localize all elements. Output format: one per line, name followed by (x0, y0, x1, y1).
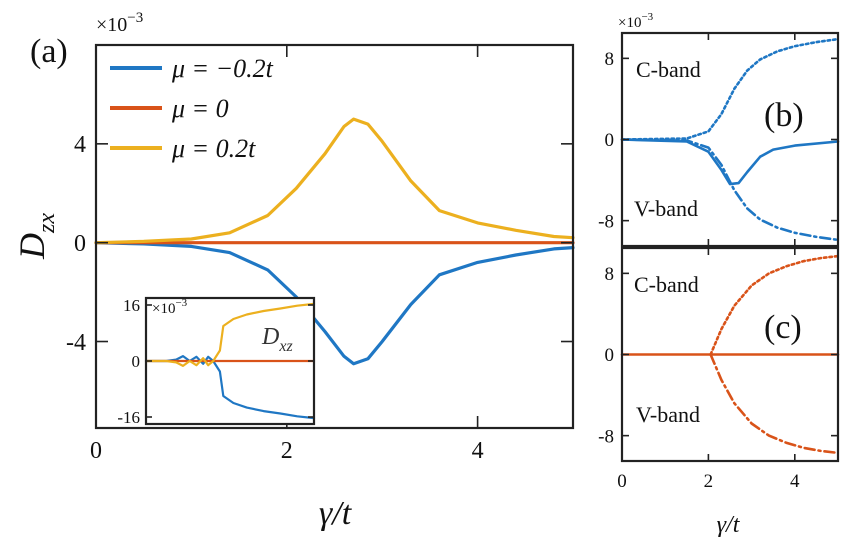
panel-b: -8 0 8 (598, 31, 840, 248)
panel-c-series-2 (709, 353, 840, 455)
panel-a-label: (a) (30, 33, 68, 70)
svg-text:Dxz: Dxz (261, 324, 293, 355)
panel-b-multiplier: ×10−3 (618, 11, 654, 31)
panel-c: -8 0 8 0 2 4 (598, 246, 840, 492)
svg-text:×10−3: ×10−3 (618, 11, 654, 31)
legend-entry-mu-neg: μ = −0.2t (171, 54, 274, 83)
panel-b-label: (b) (764, 97, 804, 134)
panel-b-series-2 (620, 138, 840, 242)
svg-text:×10−3: ×10−3 (152, 297, 188, 317)
panel-inset-ytick-label-1: 0 (132, 352, 141, 371)
panel-inset-series-2 (144, 302, 316, 367)
panel-inset-ytick-label-2: 16 (123, 296, 140, 315)
inset-annotation: Dxz (261, 324, 293, 355)
panel-c-ytick-label-2: 8 (605, 264, 615, 285)
panel-a-inset: -16 0 16 (117, 296, 316, 427)
panel-c-xtick-label-0: 0 (617, 471, 627, 492)
panel-b-series-1 (620, 37, 840, 141)
panel-a-frame (94, 43, 575, 430)
panel-a-multiplier: ×10−3 (96, 10, 143, 36)
panel-c-xtick-label-2: 4 (790, 471, 800, 492)
legend: μ = −0.2t μ = 0 μ = 0.2t (110, 54, 274, 163)
panel-a-ylabel: Dzx (12, 213, 60, 260)
panel-b-ytick-label-1: 0 (605, 130, 615, 151)
panel-a-xlabel: γ/t (319, 495, 353, 532)
panel-c-xtick-label-1: 2 (704, 471, 714, 492)
panel-c-ytick-label-0: -8 (598, 426, 614, 447)
panel-a-ytick-label-2: 4 (74, 132, 86, 158)
panel-a-xtick-label-0: 0 (90, 438, 102, 464)
panel-c-cband-label: C-band (634, 272, 699, 297)
panel-a-xtick-label-2: 4 (472, 438, 484, 464)
panel-a-xtick-label-1: 2 (281, 438, 293, 464)
panel-a-series-2 (94, 117, 575, 245)
panel-a: -4 0 4 0 2 4 (66, 43, 575, 464)
legend-entry-mu-pos: μ = 0.2t (171, 134, 256, 163)
panel-c-xlabel: γ/t (717, 512, 741, 538)
panel-b-vband-label: V-band (634, 196, 698, 221)
panel-c-label: (c) (764, 309, 802, 346)
panel-inset-ytick-label-0: -16 (117, 408, 140, 427)
svg-text:×10−3: ×10−3 (96, 10, 143, 36)
panel-a-ytick-label-0: -4 (66, 330, 86, 356)
panel-a-ytick-label-1: 0 (74, 231, 86, 257)
legend-entry-mu-zero: μ = 0 (171, 94, 229, 123)
panel-c-vband-label: V-band (636, 402, 700, 427)
panel-a-series-0 (94, 241, 575, 366)
panel-b-series-0 (620, 138, 840, 186)
panel-c-ytick-label-1: 0 (605, 345, 615, 366)
panel-b-cband-label: C-band (636, 57, 701, 82)
inset-multiplier: ×10−3 (152, 297, 188, 317)
panel-b-ytick-label-2: 8 (605, 49, 615, 70)
panel-c-series-1 (709, 254, 840, 356)
svg-text:Dzx: Dzx (12, 213, 60, 260)
panel-b-ytick-label-0: -8 (598, 211, 614, 232)
